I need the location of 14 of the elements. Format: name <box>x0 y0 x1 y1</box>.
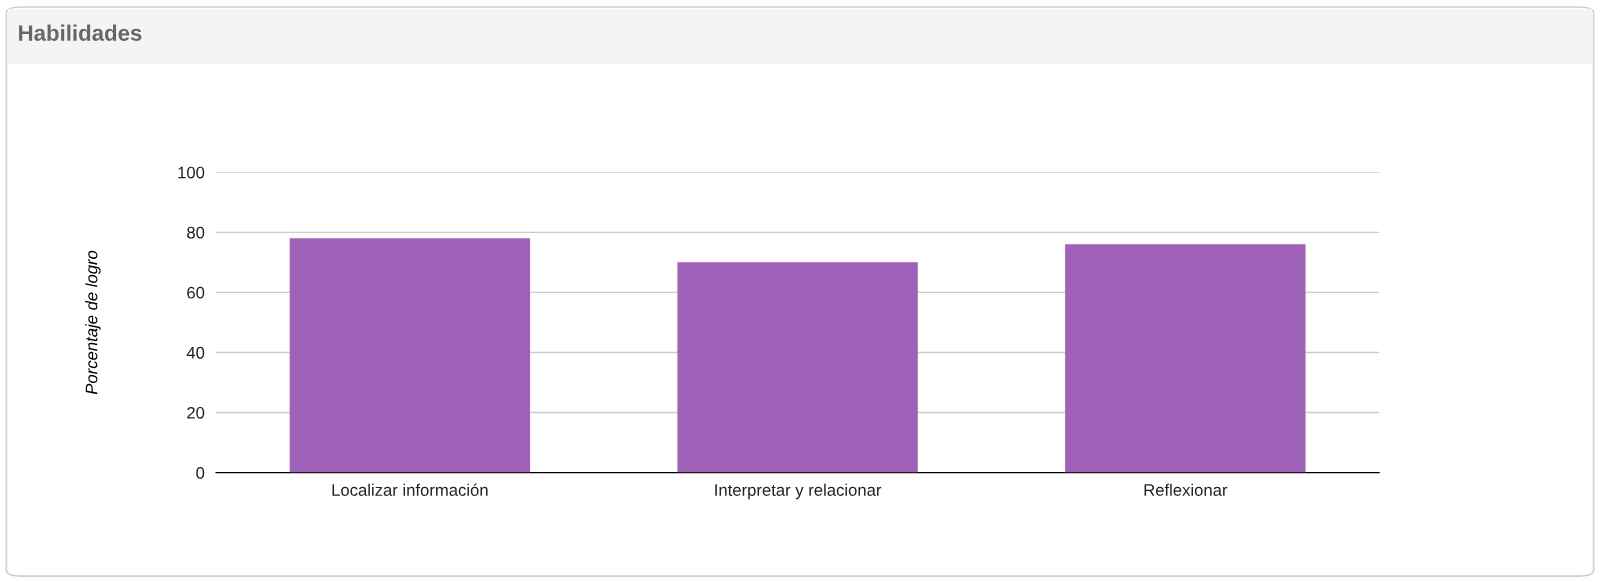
y-tick-label: 40 <box>186 346 205 359</box>
bar <box>677 262 918 473</box>
chart-title: Habilidades <box>19 24 142 41</box>
y-tick-label: 20 <box>187 406 205 419</box>
y-tick-label: 60 <box>187 286 205 299</box>
x-tick-label: Interpretar y relacionar <box>715 483 882 500</box>
y-tick-label: 0 <box>196 466 205 479</box>
bar <box>289 238 531 473</box>
y-axis-title: Porcentaje de logro <box>85 250 101 395</box>
x-tick-label: Reflexionar <box>1144 483 1228 496</box>
x-tick-label: Localizar información <box>332 483 488 496</box>
bar <box>1065 244 1306 473</box>
y-tick-label: 100 <box>178 166 205 179</box>
y-tick-label: 80 <box>187 226 205 239</box>
